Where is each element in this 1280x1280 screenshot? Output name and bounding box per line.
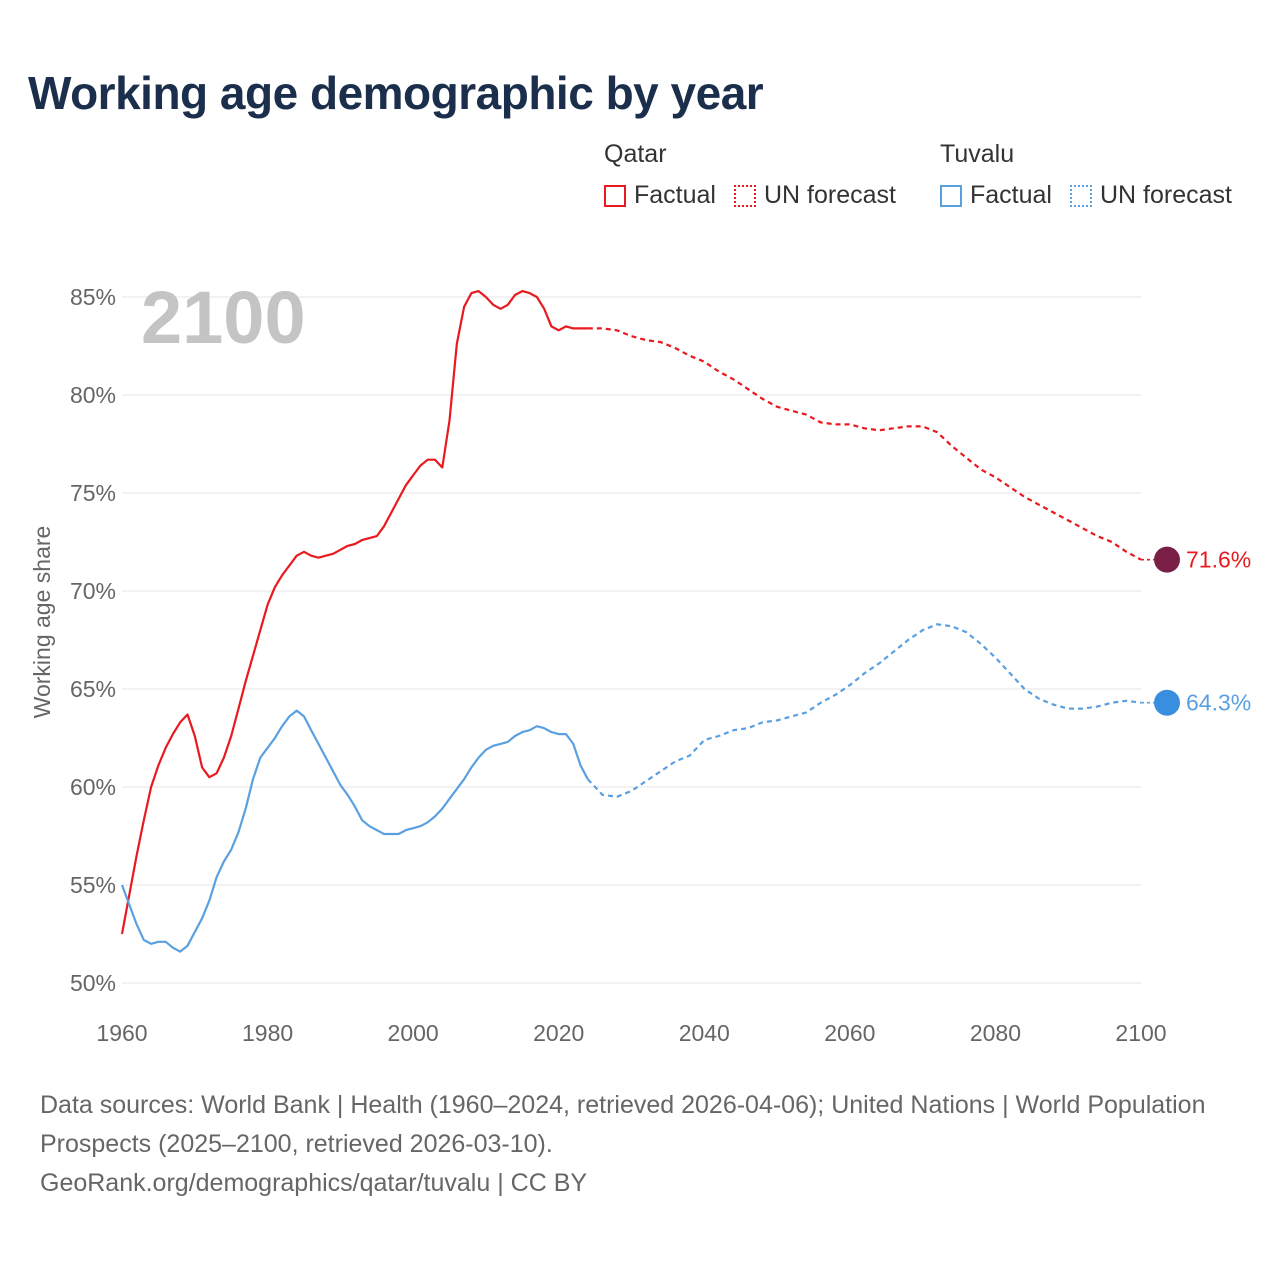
qatar-flag-marker — [1154, 546, 1180, 573]
legend-tuvalu-forecast-swatch — [1069, 184, 1092, 207]
series-line-tuvalu-forecast — [586, 623, 1142, 798]
legend-qatar-forecast-swatch — [733, 184, 756, 207]
year-watermark: 2100 — [141, 276, 306, 359]
x-tick-label: 2100 — [1115, 1020, 1166, 1046]
y-tick-label: 65% — [70, 676, 116, 702]
y-tick-label: 50% — [70, 970, 116, 996]
y-tick-label: 75% — [70, 480, 116, 506]
x-tick-label: 1960 — [96, 1020, 147, 1046]
legend-country-label: Qatar — [604, 140, 667, 168]
footer-credit: GeoRank.org/demographics/qatar/tuvalu | … — [40, 1169, 588, 1197]
y-tick-label: 60% — [70, 774, 116, 800]
y-tick-label: 85% — [70, 284, 116, 310]
tuvalu-end-label: 64.3% — [1186, 690, 1251, 716]
legend-tuvalu-factual-label: Factual — [970, 181, 1052, 209]
line-chart: 50% 55% 60% 65% 70% 75% 80% 85% 1960 1980 2000 2020… — [29, 276, 1251, 1046]
legend-qatar-forecast-label: UN forecast — [763, 181, 896, 209]
series-line-tuvalu-factual — [120, 709, 589, 953]
x-tick-label: 1980 — [242, 1020, 293, 1046]
y-tick-label: 55% — [70, 872, 116, 898]
x-tick-label: 2040 — [679, 1020, 730, 1046]
legend-qatar-factual-label: Factual — [634, 181, 716, 209]
x-tick-label: 2000 — [388, 1020, 439, 1046]
footer-sources: Data sources: World Bank | Health (1960–… — [40, 1091, 1206, 1158]
legend-tuvalu-factual-swatch — [940, 184, 962, 207]
series-line-qatar-factual — [120, 290, 588, 935]
footer: Data sources: World Bank | Health (1960–… — [40, 1086, 1240, 1203]
legend-tuvalu: Tuvalu Factual UN forecast — [940, 140, 1250, 210]
x-tick-label: 2060 — [824, 1020, 875, 1046]
legend-country-label: Tuvalu — [940, 140, 1015, 168]
legend-qatar-factual-swatch — [604, 184, 626, 207]
x-tick-label: 2020 — [533, 1020, 584, 1046]
y-tick-label: 70% — [70, 578, 116, 604]
y-tick-label: 80% — [70, 382, 116, 408]
series-line-qatar-forecast — [587, 327, 1142, 561]
x-tick-label: 2080 — [970, 1020, 1021, 1046]
legend-qatar: Qatar Factual UN forecast — [604, 140, 914, 210]
tuvalu-flag-marker — [1154, 689, 1180, 716]
qatar-end-label: 71.6% — [1186, 547, 1251, 573]
page-title: Working age demographic by year — [28, 67, 764, 119]
legend-tuvalu-forecast-label: UN forecast — [1099, 181, 1232, 209]
y-axis-label: Working age share — [29, 526, 55, 719]
